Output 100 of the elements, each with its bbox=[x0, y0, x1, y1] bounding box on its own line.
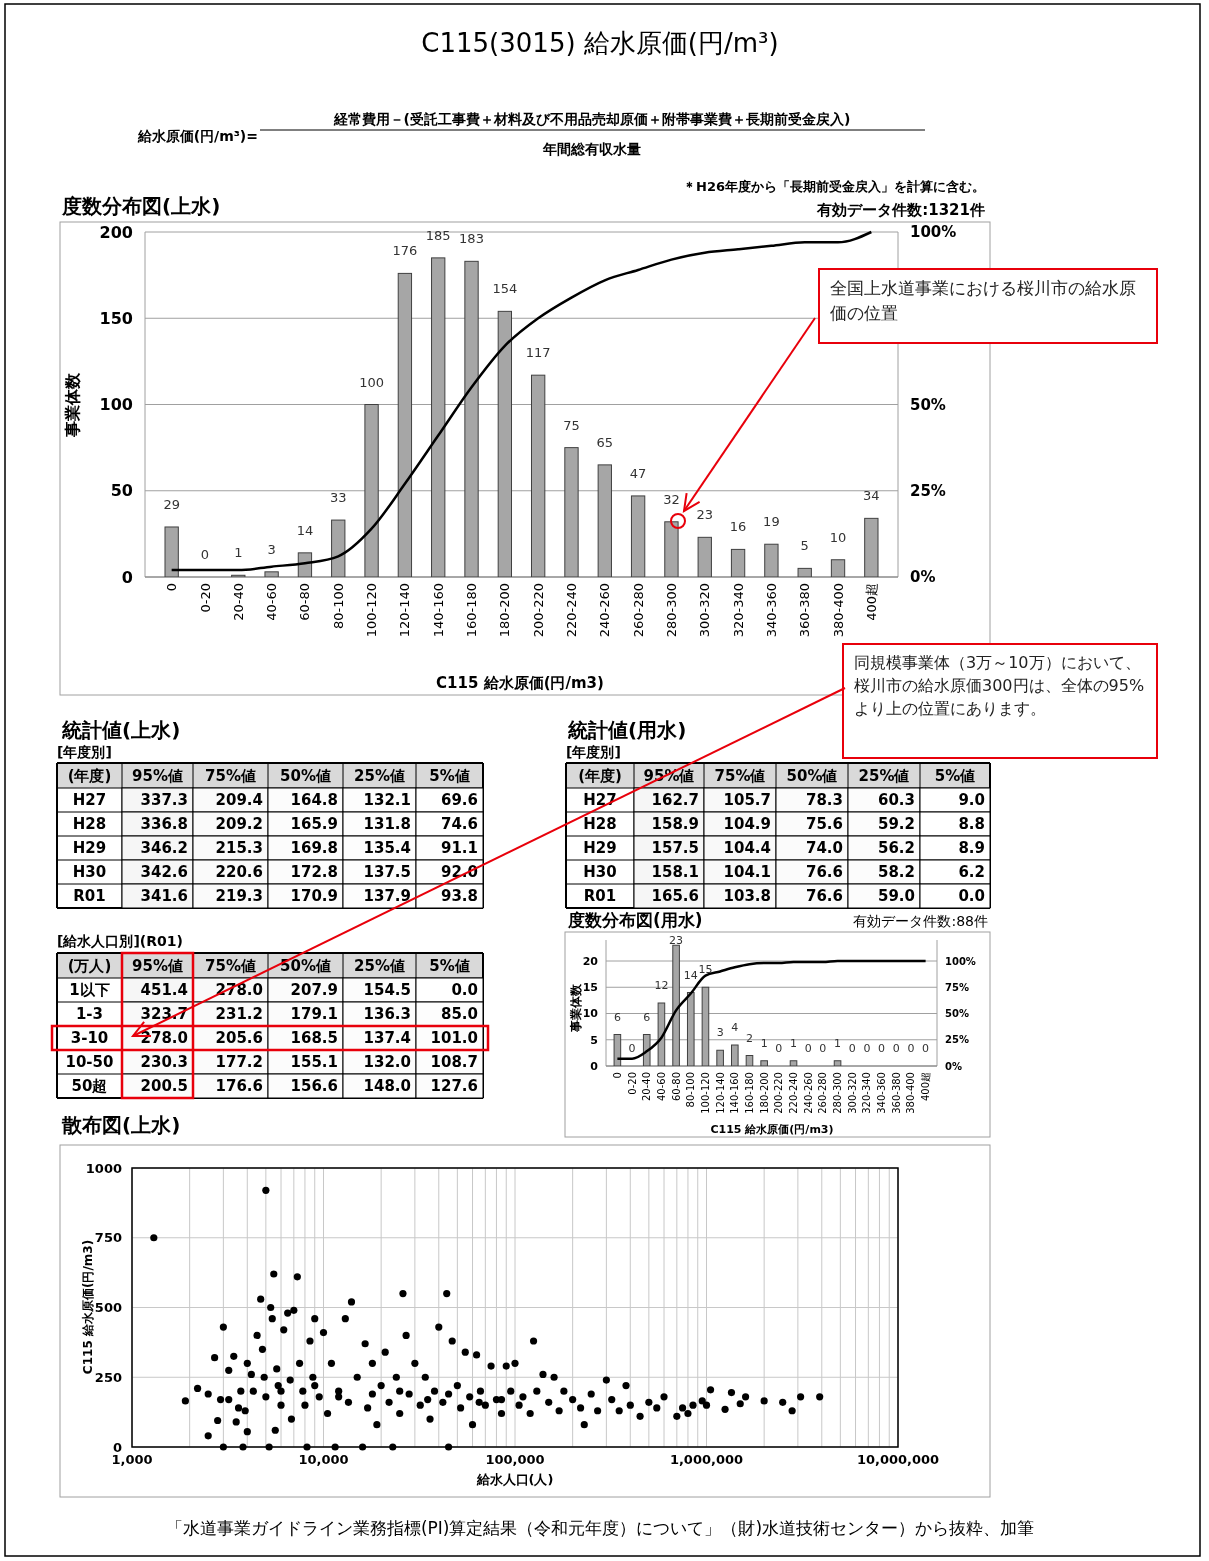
x-tick-label: 140-160 bbox=[430, 583, 446, 638]
data-label: 103.8 bbox=[723, 887, 771, 906]
data-label: 65 bbox=[596, 434, 614, 450]
data-label: 179.1 bbox=[290, 1005, 338, 1024]
data-label: 154 bbox=[492, 281, 518, 297]
x-axis-title: C115 給水原価(円/m3) bbox=[710, 1123, 834, 1136]
y-axis-title: (年度) bbox=[578, 766, 622, 785]
data-label: 0 bbox=[628, 1042, 636, 1055]
x-tick-label: 5%値 bbox=[429, 956, 470, 975]
y-axis-title: 事業体数 bbox=[63, 372, 82, 438]
x-tick-label: 40-60 bbox=[655, 1072, 667, 1102]
x-tick-label: 400超 bbox=[920, 1072, 932, 1102]
data-label: 177.2 bbox=[215, 1053, 263, 1072]
y-tick-label: 750 bbox=[94, 1230, 122, 1246]
bar bbox=[730, 548, 746, 577]
y2-tick-label: 0% bbox=[910, 568, 936, 587]
line-series bbox=[616, 959, 927, 1060]
x-axis-title: C115 給水原価(円/m3) bbox=[436, 674, 604, 692]
data-label: 220.6 bbox=[215, 863, 263, 882]
y-tick-label: 1以下 bbox=[69, 981, 110, 1000]
text: 有効データ件数:1321件 bbox=[816, 201, 985, 219]
data-label: 162.7 bbox=[651, 791, 699, 810]
data-label: 104.9 bbox=[723, 815, 771, 834]
x-tick-label: 95%値 bbox=[132, 766, 183, 785]
bar bbox=[797, 567, 812, 577]
x-tick-label: 380-400 bbox=[830, 583, 846, 638]
data-label: 101.0 bbox=[430, 1029, 478, 1048]
x-tick-label: 40-60 bbox=[264, 583, 280, 621]
chart-title: 度数分布図(上水) bbox=[61, 194, 221, 218]
y2-tick-label: 50% bbox=[910, 395, 946, 414]
data-label: 131.8 bbox=[363, 815, 411, 834]
y-tick-label: 100 bbox=[99, 395, 133, 415]
data-label: 10 bbox=[829, 529, 847, 545]
data-label: 6 bbox=[643, 1010, 651, 1024]
data-label: 0 bbox=[907, 1042, 915, 1055]
bar bbox=[760, 1060, 768, 1066]
data-label: 74.6 bbox=[440, 815, 478, 834]
data-label: 14 bbox=[296, 522, 314, 538]
y-tick-label: 250 bbox=[94, 1369, 122, 1385]
data-label: 32 bbox=[663, 491, 680, 507]
x-tick-label: 220-240 bbox=[788, 1072, 800, 1114]
y-axis-title: C115 給水原価(円/m3) bbox=[81, 1239, 95, 1375]
x-tick-label: 140-160 bbox=[729, 1072, 741, 1114]
bar bbox=[764, 543, 779, 577]
y-tick-label: 10 bbox=[582, 1007, 599, 1021]
data-label: 93.8 bbox=[440, 887, 478, 906]
bar bbox=[833, 1060, 842, 1066]
x-tick-label: 240-260 bbox=[597, 583, 613, 638]
chart-title: 度数分布図(用水) bbox=[567, 910, 703, 930]
y-tick-label: 0 bbox=[121, 567, 133, 587]
data-label: 158.9 bbox=[651, 815, 699, 834]
chart-subtitle: [給水人口別](R01) bbox=[57, 933, 183, 949]
data-label: 8.9 bbox=[958, 839, 985, 858]
y-tick-label: 500 bbox=[94, 1300, 122, 1316]
data-label: 451.4 bbox=[140, 981, 188, 1000]
data-label: 60.3 bbox=[877, 791, 915, 810]
x-tick-label: 300-320 bbox=[846, 1072, 858, 1114]
bar bbox=[630, 495, 646, 577]
x-tick-label: 100-120 bbox=[699, 1072, 711, 1114]
data-label: 127.6 bbox=[430, 1077, 478, 1096]
x-tick-label: 180-200 bbox=[497, 583, 513, 638]
x-tick-label: 200-220 bbox=[773, 1072, 785, 1114]
x-tick-label: 300-320 bbox=[697, 583, 713, 638]
data-label: 346.2 bbox=[140, 839, 188, 858]
data-label: 337.3 bbox=[140, 791, 188, 810]
x-tick-label: 75%値 bbox=[714, 766, 766, 785]
x-tick-label: 50%値 bbox=[786, 766, 838, 785]
data-label: 33 bbox=[329, 490, 347, 506]
x-tick-label: 20-40 bbox=[641, 1072, 653, 1102]
annotation: 全国上水道事業における桜川市の給水原価の位置 bbox=[818, 268, 1158, 344]
data-label: 76.6 bbox=[805, 863, 843, 882]
text: ＊H26年度から「長期前受金戻入」を計算に含む。 bbox=[683, 179, 985, 194]
data-label: 207.9 bbox=[290, 981, 338, 1000]
x-tick-label: 1,000,000 bbox=[669, 1452, 744, 1467]
x-tick-label: 120-140 bbox=[714, 1072, 726, 1114]
data-label: 0 bbox=[892, 1042, 900, 1055]
data-label: 23 bbox=[669, 934, 684, 947]
x-tick-label: 5%値 bbox=[429, 766, 470, 785]
x-tick-label: 260-280 bbox=[630, 583, 646, 638]
x-tick-label: 280-300 bbox=[832, 1072, 844, 1114]
data-label: 104.1 bbox=[723, 863, 771, 882]
data-label: 15 bbox=[698, 963, 713, 977]
data-label: 135.4 bbox=[363, 839, 411, 858]
data-label: 278.0 bbox=[140, 1029, 188, 1048]
data-label: 342.6 bbox=[140, 863, 188, 882]
data-label: 19 bbox=[763, 514, 780, 530]
data-label: 6.2 bbox=[958, 863, 985, 882]
data-label: 169.8 bbox=[290, 839, 338, 858]
data-label: 0 bbox=[922, 1042, 930, 1055]
data-label: 105.7 bbox=[723, 791, 771, 810]
bar bbox=[745, 1055, 754, 1066]
data-label: 0 bbox=[848, 1042, 856, 1055]
x-tick-label: 280-300 bbox=[663, 583, 679, 638]
data-label: 56.2 bbox=[877, 839, 915, 858]
data-label: 1 bbox=[760, 1036, 768, 1050]
data-label: 132.0 bbox=[363, 1053, 411, 1072]
x-tick-label: 160-180 bbox=[464, 583, 480, 638]
x-tick-label: 10,000 bbox=[298, 1452, 349, 1467]
y-tick-label: 1-3 bbox=[75, 1005, 104, 1024]
text: 給水原価(円/m³)= bbox=[136, 128, 258, 144]
